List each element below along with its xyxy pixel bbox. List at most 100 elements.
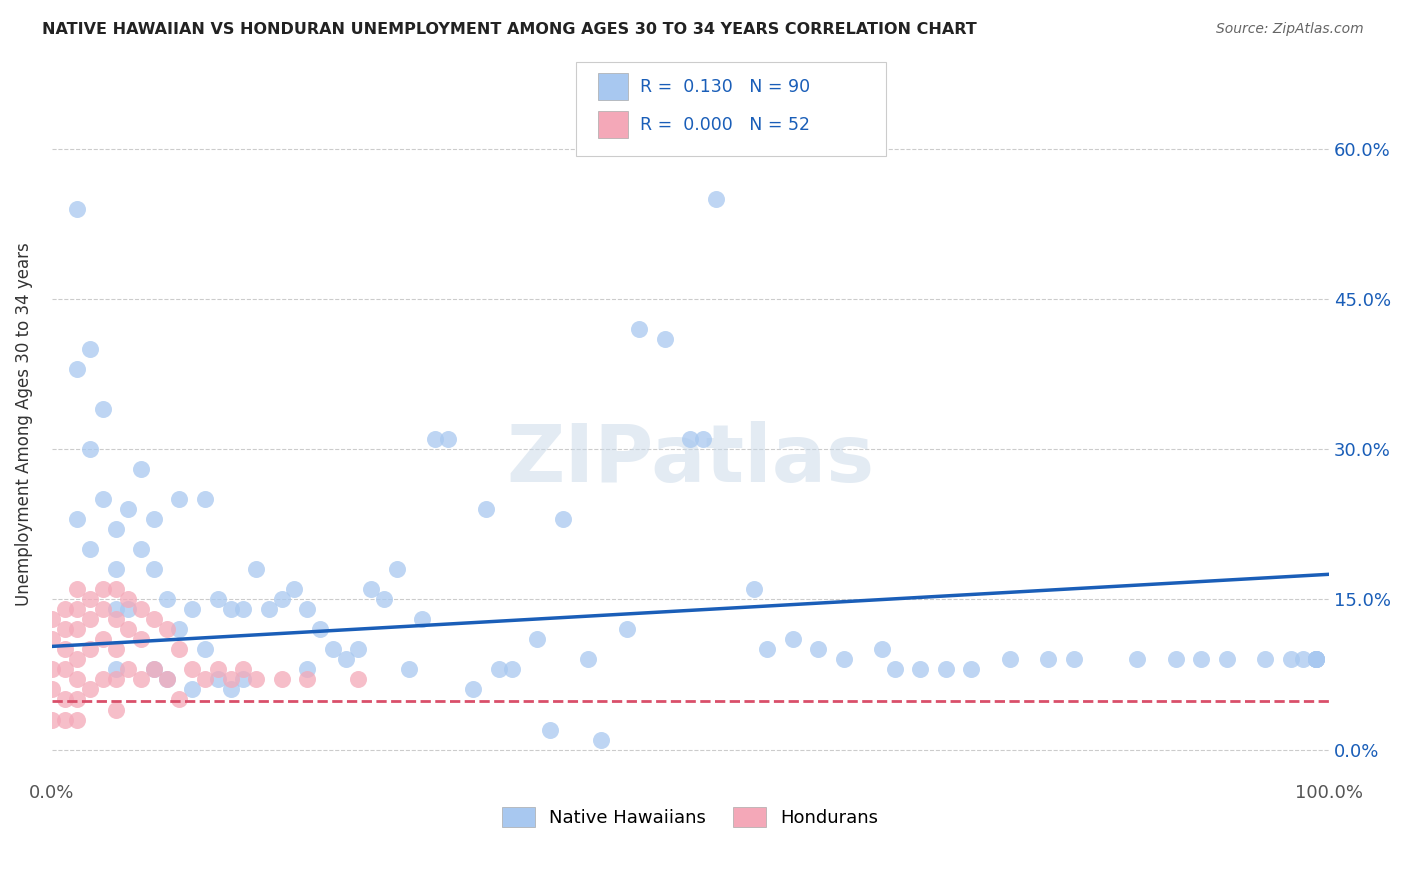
Point — [347, 673, 370, 687]
Point — [207, 673, 229, 687]
Point — [156, 673, 179, 687]
Point — [117, 662, 139, 676]
Point — [1305, 652, 1327, 666]
Point — [1164, 652, 1187, 666]
Point — [232, 673, 254, 687]
Point — [870, 642, 893, 657]
Point — [1216, 652, 1239, 666]
Point — [1254, 652, 1277, 666]
Point — [295, 673, 318, 687]
Point — [322, 642, 344, 657]
Point — [398, 662, 420, 676]
Point — [616, 623, 638, 637]
Point — [156, 592, 179, 607]
Point — [91, 632, 114, 647]
Point — [1292, 652, 1315, 666]
Point — [156, 623, 179, 637]
Point — [104, 602, 127, 616]
Text: Source: ZipAtlas.com: Source: ZipAtlas.com — [1216, 22, 1364, 37]
Point — [104, 582, 127, 597]
Point — [156, 673, 179, 687]
Point — [41, 682, 63, 697]
Point — [41, 662, 63, 676]
Point — [53, 642, 76, 657]
Point — [589, 732, 612, 747]
Legend: Native Hawaiians, Hondurans: Native Hawaiians, Hondurans — [495, 800, 886, 835]
Point — [704, 192, 727, 206]
Point — [654, 332, 676, 346]
Point — [53, 692, 76, 706]
Point — [117, 502, 139, 516]
Point — [79, 612, 101, 626]
Point — [1305, 652, 1327, 666]
Point — [117, 623, 139, 637]
Point — [756, 642, 779, 657]
Text: R =  0.130   N = 90: R = 0.130 N = 90 — [640, 78, 810, 95]
Point — [257, 602, 280, 616]
Point — [295, 662, 318, 676]
Point — [104, 673, 127, 687]
Point — [169, 642, 191, 657]
Point — [79, 642, 101, 657]
Point — [66, 582, 89, 597]
Point — [219, 673, 242, 687]
Point — [142, 512, 165, 526]
Point — [335, 652, 357, 666]
Point — [66, 692, 89, 706]
Point — [960, 662, 983, 676]
Point — [66, 602, 89, 616]
Point — [475, 502, 498, 516]
Text: ZIPatlas: ZIPatlas — [506, 421, 875, 499]
Point — [423, 432, 446, 446]
Point — [910, 662, 932, 676]
Point — [194, 673, 217, 687]
Point — [360, 582, 382, 597]
Point — [129, 462, 152, 476]
Point — [270, 592, 292, 607]
Point — [79, 542, 101, 557]
Point — [1036, 652, 1059, 666]
Point — [411, 612, 433, 626]
Point — [129, 673, 152, 687]
Point — [91, 602, 114, 616]
Point — [194, 492, 217, 507]
Point — [104, 522, 127, 536]
Point — [782, 632, 804, 647]
Point — [935, 662, 957, 676]
Point — [501, 662, 523, 676]
Point — [998, 652, 1021, 666]
Point — [104, 642, 127, 657]
Point — [104, 662, 127, 676]
Point — [91, 582, 114, 597]
Point — [207, 592, 229, 607]
Y-axis label: Unemployment Among Ages 30 to 34 years: Unemployment Among Ages 30 to 34 years — [15, 243, 32, 606]
Point — [232, 602, 254, 616]
Point — [742, 582, 765, 597]
Point — [270, 673, 292, 687]
Point — [104, 562, 127, 576]
Point — [181, 662, 204, 676]
Point — [526, 632, 548, 647]
Point — [53, 662, 76, 676]
Point — [576, 652, 599, 666]
Point — [1305, 652, 1327, 666]
Point — [129, 632, 152, 647]
Point — [79, 682, 101, 697]
Point — [66, 713, 89, 727]
Point — [91, 673, 114, 687]
Point — [91, 402, 114, 417]
Point — [53, 623, 76, 637]
Point — [551, 512, 574, 526]
Point — [245, 673, 267, 687]
Point — [91, 492, 114, 507]
Point — [679, 432, 702, 446]
Point — [142, 562, 165, 576]
Point — [219, 602, 242, 616]
Point — [194, 642, 217, 657]
Point — [79, 442, 101, 456]
Point — [883, 662, 905, 676]
Point — [692, 432, 714, 446]
Point — [66, 512, 89, 526]
Point — [219, 682, 242, 697]
Point — [1126, 652, 1149, 666]
